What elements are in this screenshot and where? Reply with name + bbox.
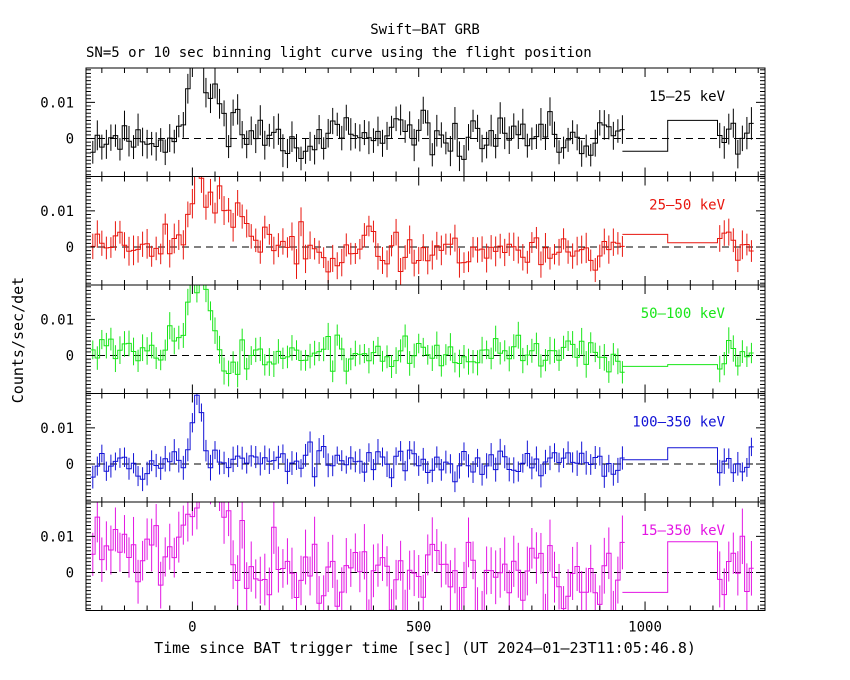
y-tick-label: 0 — [66, 132, 74, 148]
light-curve-panel: 0 0.01 25–50 keV — [40, 176, 766, 286]
series-step-line — [90, 176, 754, 273]
light-curve-panel: 0 0.01 15–25 keV — [40, 67, 766, 177]
x-tick-label: 500 — [406, 620, 431, 636]
y-tick-label: 0.01 — [40, 529, 74, 545]
series-step-line — [90, 68, 754, 160]
series-data — [90, 502, 754, 611]
series-data — [90, 393, 754, 493]
series-data — [90, 285, 754, 388]
y-tick-label: 0.01 — [40, 421, 74, 437]
light-curve-panel: 0 0.01 50–100 keV — [40, 284, 766, 394]
x-axis-label: Time since BAT trigger time [sec] (UT 20… — [154, 639, 696, 657]
y-tick-label: 0 — [66, 457, 74, 473]
y-tick-label: 0 — [66, 349, 74, 365]
energy-band-label: 15–25 keV — [649, 89, 725, 105]
energy-band-label: 50–100 keV — [641, 306, 726, 322]
series-step-line — [90, 394, 754, 483]
chart-title: Swift–BAT GRB — [370, 22, 480, 38]
x-tick-label: 0 — [188, 620, 196, 636]
y-tick-label: 0.01 — [40, 204, 74, 220]
energy-band-label: 25–50 keV — [649, 198, 725, 214]
y-axis-label: Counts/sec/det — [9, 276, 27, 404]
y-tick-label: 0.01 — [40, 312, 74, 328]
panel-frame — [85, 176, 766, 286]
y-tick-label: 0 — [66, 566, 74, 582]
series-step-line — [90, 285, 754, 375]
series-step-line — [90, 502, 754, 611]
panel-frame — [85, 501, 766, 611]
light-curve-panel: 0 0.01 100–350 keV — [40, 393, 766, 503]
y-tick-label: 0 — [66, 240, 74, 256]
chart-subtitle: SN=5 or 10 sec binning light curve using… — [86, 45, 592, 61]
energy-band-label: 15–350 keV — [641, 523, 726, 539]
y-tick-label: 0.01 — [40, 95, 74, 111]
energy-band-label: 100–350 keV — [632, 415, 725, 431]
series-data — [90, 68, 754, 174]
series-data — [90, 176, 754, 285]
light-curve-panel: 0 0.01 15–350 keV — [40, 501, 766, 611]
x-tick-label: 1000 — [628, 620, 662, 636]
